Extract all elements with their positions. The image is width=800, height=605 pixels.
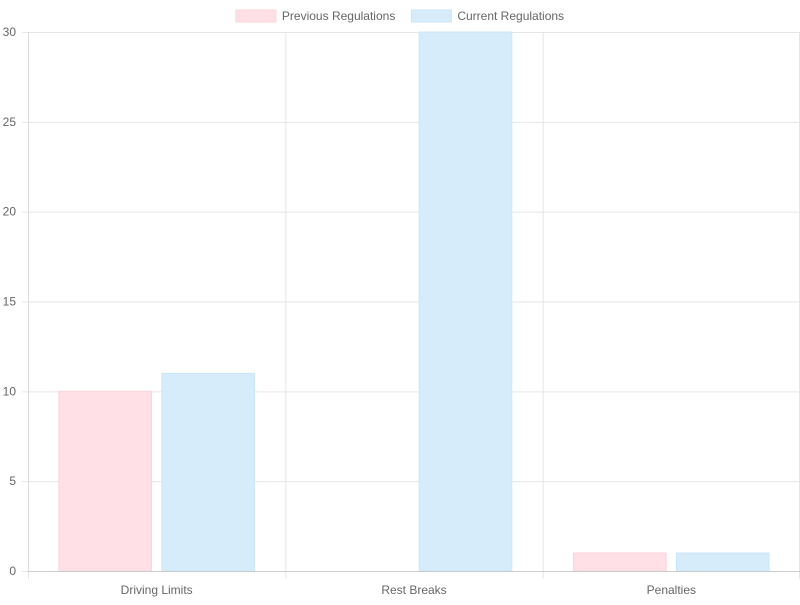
bar-previous-0[interactable] — [58, 390, 153, 572]
y-tick-label: 20 — [3, 205, 17, 219]
y-tick-label: 10 — [3, 384, 17, 398]
x-tick-label: Penalties — [647, 583, 696, 597]
x-tick-label: Rest Breaks — [381, 583, 446, 597]
y-tick-label: 30 — [3, 25, 17, 39]
y-tick-label: 15 — [3, 295, 17, 309]
legend-swatch — [235, 9, 277, 23]
bar-current-2[interactable] — [675, 552, 770, 572]
legend-swatch — [410, 9, 452, 23]
legend-item-current[interactable]: Current Regulations — [410, 9, 564, 23]
axis-layer: 0 5 10 15 20 25 30 Driving Limits Rest Breaks Pen… — [3, 25, 800, 597]
legend-label: Current Regulations — [457, 9, 564, 23]
legend[interactable]: Previous Regulations Current Regulations — [235, 9, 564, 23]
x-tick-label: Driving Limits — [121, 583, 193, 597]
y-tick-label: 0 — [9, 564, 16, 578]
bar-layer — [58, 31, 770, 572]
bar-current-0[interactable] — [161, 372, 255, 572]
bar-current-1[interactable] — [418, 31, 513, 572]
y-tick-label: 25 — [3, 115, 17, 129]
y-tick-label: 5 — [9, 474, 16, 488]
legend-item-previous[interactable]: Previous Regulations — [235, 9, 395, 23]
bar-previous-2[interactable] — [573, 552, 667, 572]
legend-label: Previous Regulations — [282, 9, 395, 23]
